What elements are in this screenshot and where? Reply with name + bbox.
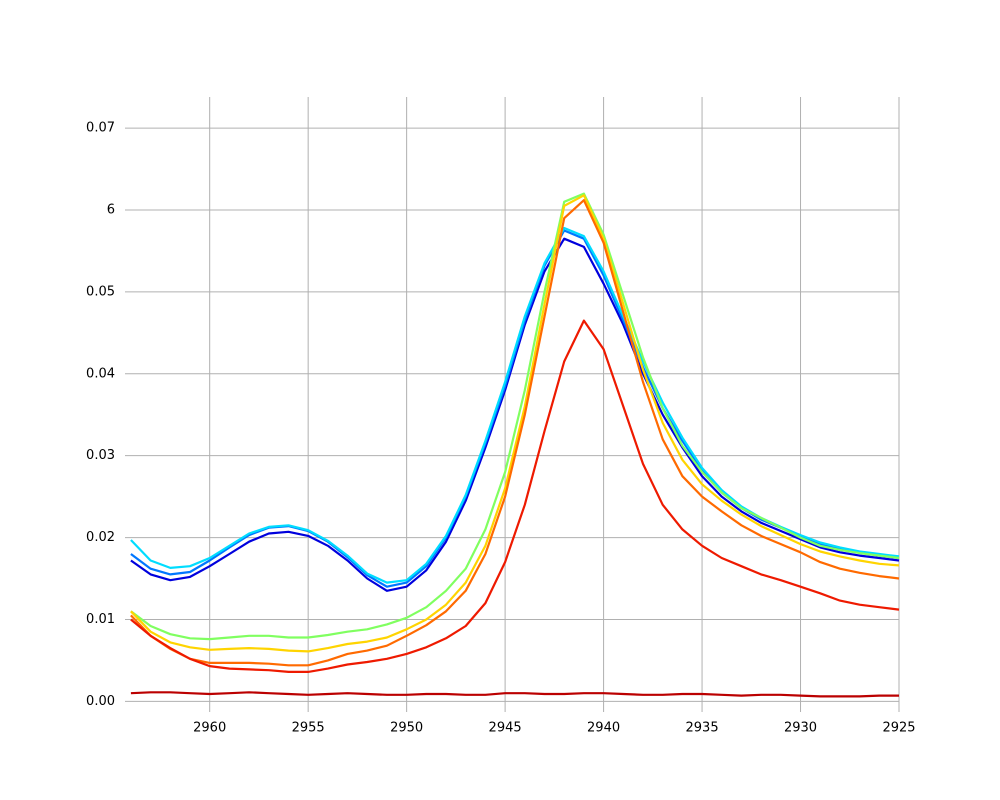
y-tick-label: 0.03 (86, 448, 115, 463)
data-line (130, 691, 899, 698)
data-line (130, 319, 900, 674)
x-tick-label: 2950 (390, 721, 423, 736)
y-tick-label: 0.04 (86, 366, 115, 381)
data-line (130, 194, 900, 653)
x-tick-label: 2960 (193, 721, 226, 736)
x-tick-label: 2930 (784, 721, 817, 736)
data-line (130, 199, 900, 667)
x-tick-label: 2945 (489, 721, 522, 736)
x-tick-label: 2955 (292, 721, 325, 736)
y-tick-label: 0.01 (86, 612, 115, 627)
x-tick-label: 2940 (587, 721, 620, 736)
y-tick-label: 0.02 (86, 530, 115, 545)
x-tick-label: 2925 (882, 721, 915, 736)
y-tick-label: 0.07 (86, 121, 115, 136)
y-tick-label: 0.05 (86, 284, 115, 299)
x-tick-label: 2935 (686, 721, 719, 736)
data-line (130, 192, 900, 641)
y-tick-label: 0.00 (86, 694, 115, 709)
data-line (130, 237, 900, 592)
y-tick-label: 6 (107, 203, 115, 218)
